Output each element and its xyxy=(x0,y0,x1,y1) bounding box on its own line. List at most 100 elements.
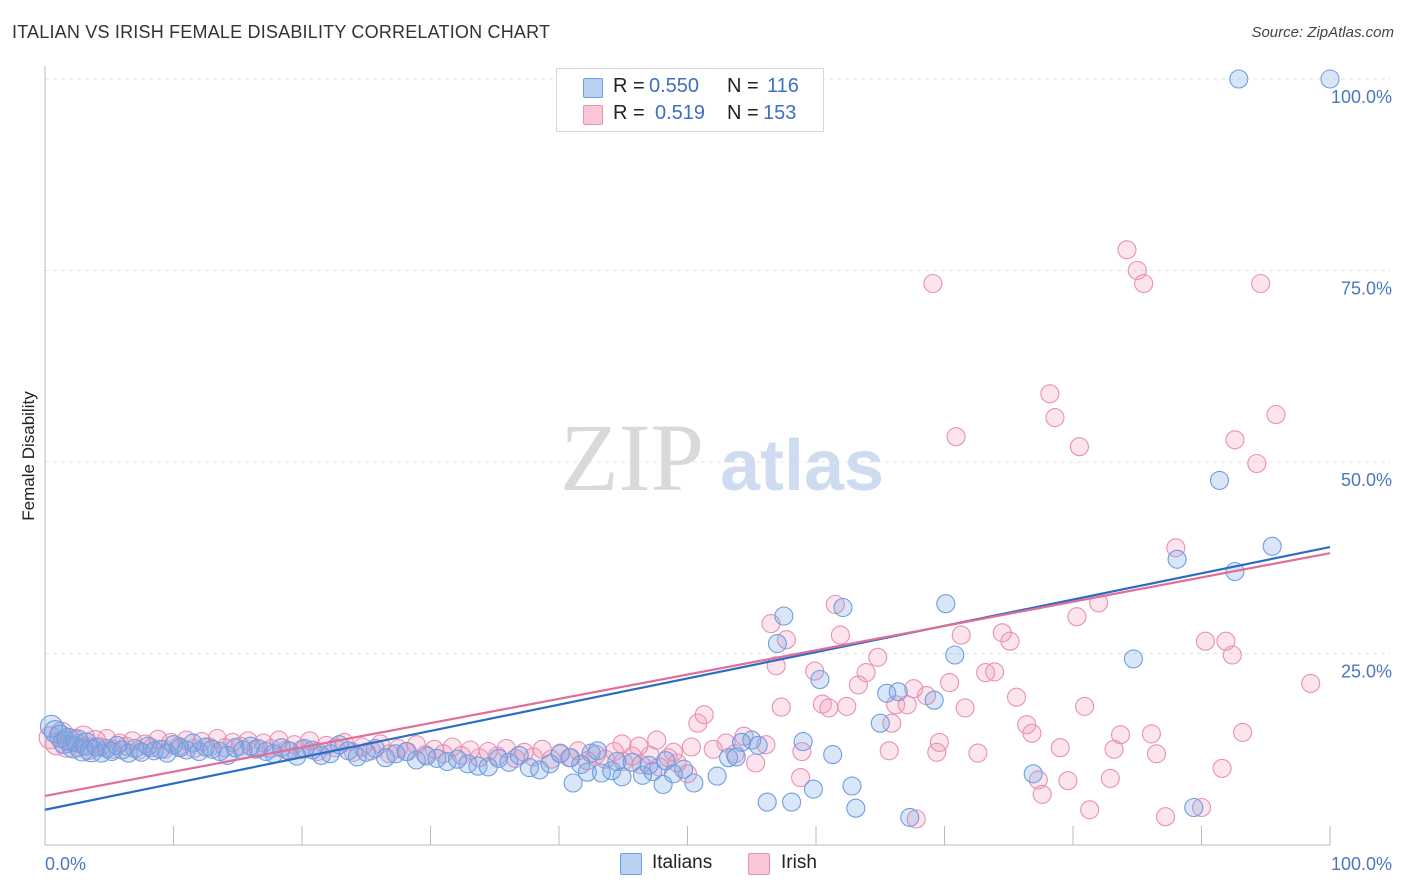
irish-point xyxy=(837,696,857,716)
gridlines xyxy=(45,78,1390,654)
legend-r-label: R = xyxy=(613,102,645,124)
irish-point xyxy=(923,273,943,294)
irish-point xyxy=(1075,696,1095,716)
italians-point xyxy=(563,773,583,793)
italians-point xyxy=(1123,649,1143,669)
irish-point xyxy=(868,647,888,667)
italians-point xyxy=(86,737,106,757)
legend-n-label: N = xyxy=(727,102,759,124)
irish-point xyxy=(647,730,667,750)
italians-point xyxy=(248,738,268,759)
x-tick-labels: 0.0% 100.0% xyxy=(45,854,1392,874)
irish-point xyxy=(1000,631,1020,651)
italians-point xyxy=(810,669,830,690)
irish-point xyxy=(1222,645,1242,665)
irish-point xyxy=(819,698,839,718)
legend-n-value: 116 xyxy=(767,75,799,97)
italians-point xyxy=(499,752,519,772)
italians-point xyxy=(550,744,570,764)
series-italians xyxy=(39,69,1340,827)
italians-point xyxy=(803,779,823,799)
legend-swatch-italians xyxy=(620,853,642,875)
irish-point xyxy=(1251,273,1271,294)
legend-r-value: 0.519 xyxy=(655,102,706,124)
italians-point xyxy=(1320,69,1340,89)
irish-point xyxy=(1040,384,1060,404)
italians-trend-line xyxy=(44,545,1331,811)
legend-row-irish: R = 0.519 N = 153 xyxy=(557,102,823,128)
italians-point xyxy=(674,759,694,779)
irish-point xyxy=(612,734,632,754)
irish-point xyxy=(792,741,812,762)
italians-point xyxy=(639,755,659,775)
irish-point xyxy=(1266,404,1286,425)
irish-point xyxy=(897,695,917,715)
y-tick-label: 100.0% xyxy=(1331,87,1392,107)
italians-point xyxy=(846,798,866,818)
irish-point xyxy=(1100,768,1120,788)
italians-point xyxy=(842,776,862,796)
italians-point xyxy=(509,745,529,765)
italians-point xyxy=(656,751,676,771)
italians-point xyxy=(924,690,944,710)
watermark: ZIP atlas xyxy=(560,404,884,511)
irish-point xyxy=(830,625,850,645)
italians-point xyxy=(719,748,739,768)
italians-point xyxy=(602,761,622,781)
irish-point xyxy=(1067,607,1087,627)
irish-point xyxy=(906,809,926,829)
italians-point xyxy=(375,748,396,768)
italians-point xyxy=(742,730,762,750)
italians-point xyxy=(774,606,794,626)
legend-label-irish: Irish xyxy=(781,852,817,873)
irish-point xyxy=(879,741,899,761)
irish-point xyxy=(946,427,966,447)
irish-point xyxy=(1050,738,1070,758)
italians-point xyxy=(97,738,117,759)
irish-point xyxy=(929,732,949,752)
irish-point xyxy=(1155,807,1176,827)
irish-trend-line xyxy=(44,552,1331,798)
italians-point xyxy=(900,807,920,827)
italians-point xyxy=(767,633,787,654)
irish-point xyxy=(746,753,766,773)
irish-point xyxy=(1032,784,1052,804)
italians-point xyxy=(793,732,813,752)
irish-point xyxy=(629,736,649,756)
y-tick-labels: 25.0% 50.0% 75.0% 100.0% xyxy=(1331,87,1392,682)
series-irish xyxy=(38,240,1321,829)
trend-lines xyxy=(44,545,1331,811)
irish-point xyxy=(856,663,876,683)
watermark-atlas: atlas xyxy=(720,426,884,506)
irish-point xyxy=(985,662,1005,682)
italians-point xyxy=(1209,470,1230,490)
italians-point xyxy=(870,713,890,733)
legend-row-italians: R = 0.550 N = 116 xyxy=(557,75,823,101)
irish-point xyxy=(1069,437,1089,457)
italians-point xyxy=(427,748,447,768)
italians-point xyxy=(823,745,843,765)
italians-point xyxy=(406,750,426,770)
irish-point xyxy=(756,735,776,755)
irish-point xyxy=(694,705,714,725)
irish-point xyxy=(940,673,960,693)
italians-point xyxy=(225,738,245,758)
irish-point xyxy=(1022,723,1042,743)
irish-point xyxy=(848,675,868,695)
irish-point xyxy=(1058,771,1078,791)
irish-point xyxy=(1146,744,1167,764)
italians-point xyxy=(1262,536,1282,556)
irish-point xyxy=(968,743,988,763)
irish-point xyxy=(1247,453,1267,474)
irish-point xyxy=(882,713,902,733)
italians-point xyxy=(622,752,642,772)
legend-r-label: R = xyxy=(613,75,645,97)
chart-title: ITALIAN VS IRISH FEMALE DISABILITY CORRE… xyxy=(12,22,551,42)
irish-point xyxy=(83,730,107,754)
irish-point xyxy=(1110,725,1131,745)
legend-swatch-italians xyxy=(583,78,603,98)
irish-point xyxy=(1141,724,1161,744)
italians-point xyxy=(888,682,908,702)
y-tick-label: 75.0% xyxy=(1341,279,1392,299)
